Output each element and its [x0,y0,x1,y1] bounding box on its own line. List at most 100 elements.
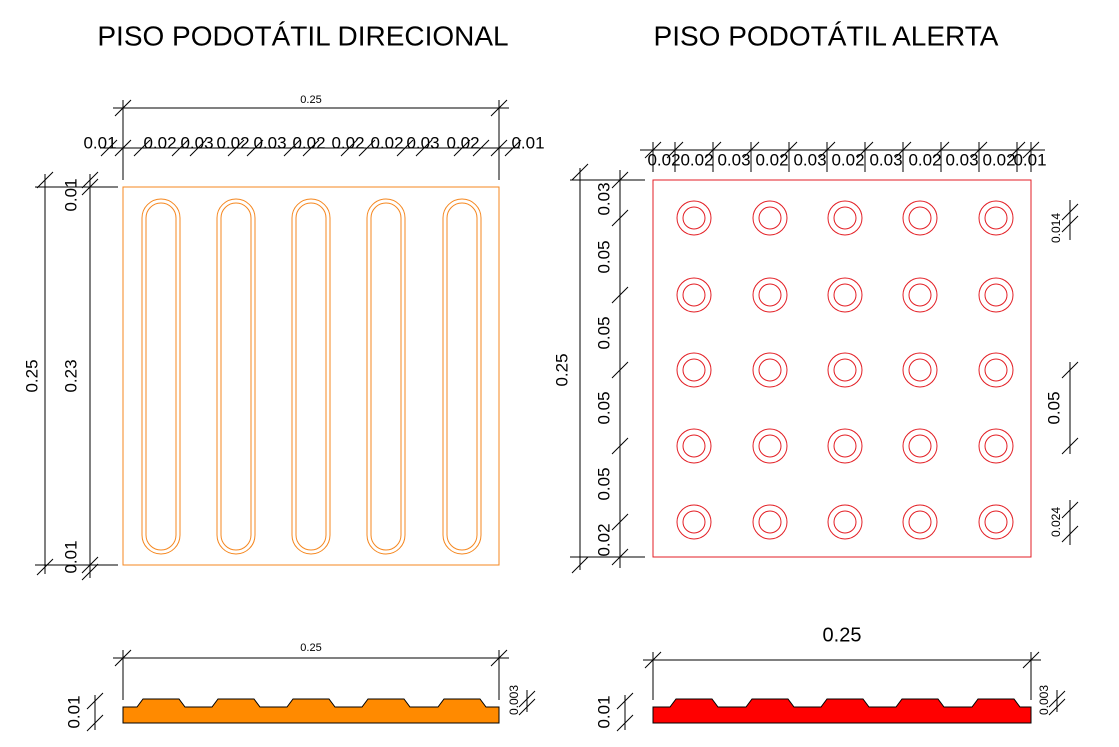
dot [833,206,857,230]
dot [908,434,932,458]
dim-label: 0.014 [1049,213,1063,243]
dim-tick [472,139,490,157]
dot [908,510,932,534]
dot-ring [827,277,863,313]
dot [984,283,1008,307]
title: PISO PODOTÁTIL ALERTA [654,20,999,51]
dot [908,358,932,382]
dim-label: 0.01 [1013,150,1046,169]
dim-tick [453,139,471,157]
dim-tick [86,692,104,710]
dim-tick [616,692,634,710]
dot-ring [902,200,938,236]
dim-tick [1061,501,1079,519]
stripe-inner [145,202,177,551]
dot [682,206,706,230]
dot [833,434,857,458]
dim-tick [1048,698,1066,716]
dim-tick [518,690,536,708]
dot-ring [902,504,938,540]
dot-ring [676,428,712,464]
dim-label: 0.05 [594,467,613,500]
dim-label: 0.003 [507,685,521,715]
dim-label: 0.003 [1037,685,1051,715]
dot-ring [827,200,863,236]
profile [122,698,500,724]
dim-tick [518,698,536,716]
dim-label: 0.02 [982,150,1015,169]
dim-tick [571,556,589,574]
dot-ring [902,277,938,313]
stripe [442,198,482,555]
dim-label: 0.024 [1049,507,1063,537]
dot-ring [752,352,788,388]
dim-label: 0.02 [331,133,364,152]
dim-tick [490,139,508,157]
dot [758,510,782,534]
dim-label: 0.03 [945,150,978,169]
dim-label: 0.02 [446,133,479,152]
dim-tick [189,139,207,157]
dim-label: 0.05 [594,391,613,424]
dim-tick [283,139,301,157]
dot [984,434,1008,458]
dot [682,283,706,307]
stripe [366,198,406,555]
dot-ring [978,504,1014,540]
dim-tick [504,139,522,157]
dim-label: 0.25 [552,353,571,386]
dim-tick [100,139,118,157]
dim-tick [302,139,320,157]
dim-tick [81,171,99,189]
dim-tick [415,139,433,157]
dim-label: 0.05 [1044,391,1063,424]
dot [758,434,782,458]
dim-tick [340,139,358,157]
dim-tick [114,139,132,157]
dot [833,510,857,534]
dim-label: 0.25 [300,642,321,654]
dim-tick [133,139,151,157]
dim-tick [571,163,589,181]
dot [984,358,1008,382]
dot [908,206,932,230]
dot-ring [827,352,863,388]
dot [758,358,782,382]
dot-ring [978,428,1014,464]
dim-label: 0.25 [300,94,321,106]
stripe [141,198,181,555]
dim-label: 0.01 [61,540,80,573]
title: PISO PODOTÁTIL DIRECIONAL [97,20,508,51]
dim-tick [227,139,245,157]
dim-label: 0.02 [370,133,403,152]
dim-label: 0.01 [64,695,83,728]
dim-tick [86,714,104,732]
stripe [291,198,331,555]
dim-tick [1061,361,1079,379]
dim-label: 0.03 [869,150,902,169]
dim-tick [1061,437,1079,455]
dim-tick [611,513,629,531]
dot-ring [676,352,712,388]
tile [122,186,500,566]
dot-ring [752,504,788,540]
dot [908,283,932,307]
dim-label: 0.01 [61,178,80,211]
stripe-inner [220,202,252,551]
dim-tick [611,548,629,566]
dim-tick [611,437,629,455]
dot-ring [827,504,863,540]
stripe-inner [370,202,402,551]
stripe-inner [295,202,327,551]
dim-tick [1061,215,1079,233]
dot [758,206,782,230]
dim-label: 0.02 [908,150,941,169]
dim-label: 0.03 [594,182,613,215]
dot-ring [902,428,938,464]
dim-label: 0.02 [292,133,325,152]
dim-label: 0.02 [143,133,176,152]
dim-label: 0.05 [594,240,613,273]
dim-label: 0.03 [253,133,286,152]
dot-ring [827,428,863,464]
